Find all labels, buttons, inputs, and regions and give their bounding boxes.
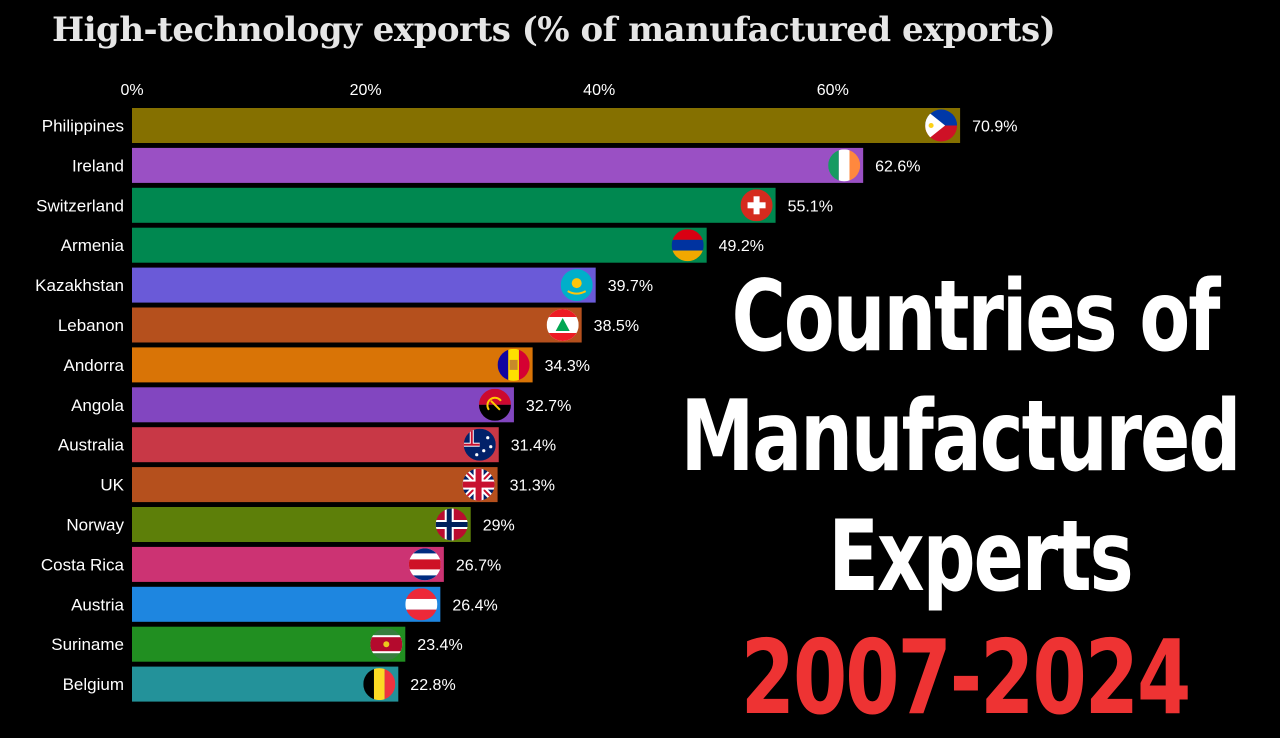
bar — [132, 467, 498, 503]
category-label: Suriname — [51, 635, 124, 654]
bar — [132, 387, 514, 423]
bar — [132, 546, 444, 582]
headline-line-3: Experts — [828, 500, 1133, 614]
armenia-flag-icon — [671, 229, 704, 262]
value-label: 26.7% — [456, 557, 501, 574]
bar — [132, 427, 499, 463]
category-label: Belgium — [63, 675, 124, 694]
category-label: Andorra — [64, 356, 125, 375]
bar — [132, 586, 441, 622]
value-label: 39.7% — [608, 278, 653, 295]
headline-year-range: 2007-2024 — [740, 619, 1192, 738]
value-label: 23.4% — [417, 637, 462, 654]
category-label: Lebanon — [58, 316, 124, 335]
category-label: Armenia — [61, 236, 125, 255]
bar — [132, 147, 864, 183]
value-label: 49.2% — [719, 238, 764, 255]
category-label: Ireland — [72, 156, 124, 175]
category-label: Norway — [66, 516, 124, 535]
value-label: 34.3% — [545, 358, 590, 375]
bar — [132, 227, 707, 263]
andorra-flag-icon — [497, 348, 530, 381]
value-label: 62.6% — [875, 158, 920, 175]
category-label: Kazakhstan — [35, 276, 124, 295]
category-label: UK — [100, 476, 124, 495]
x-tick-label: 40% — [583, 82, 615, 99]
bar — [132, 507, 471, 542]
belgium-flag-icon — [363, 668, 396, 701]
switzerland-flag-icon — [740, 189, 773, 222]
category-label: Switzerland — [36, 196, 124, 215]
value-label: 31.4% — [511, 438, 556, 455]
ireland-flag-icon — [828, 149, 861, 182]
headline-line-2: Manufactured — [680, 380, 1242, 494]
austria-flag-icon — [405, 588, 438, 621]
lebanon-flag-icon — [546, 309, 579, 341]
category-label: Austria — [71, 595, 124, 614]
value-label: 32.7% — [526, 398, 571, 415]
suriname-flag-icon — [370, 628, 403, 661]
australia-flag-icon — [463, 428, 496, 461]
bar — [132, 307, 582, 343]
headline-overlay: Countries of Manufactured Experts 2007-2… — [660, 268, 1260, 730]
bar — [132, 108, 961, 143]
value-label: 31.3% — [510, 478, 555, 495]
value-label: 29% — [483, 518, 515, 535]
costa-rica-flag-icon — [408, 548, 441, 581]
bar — [132, 267, 596, 303]
x-tick-label: 0% — [120, 82, 143, 99]
uk-flag-icon — [462, 468, 495, 501]
philippines-flag-icon — [925, 109, 958, 142]
bar — [132, 347, 533, 383]
x-tick-label: 20% — [350, 82, 382, 99]
bar — [132, 187, 776, 223]
norway-flag-icon — [435, 508, 468, 541]
category-label: Costa Rica — [41, 555, 125, 574]
bar-chart: 0% 20% 40% 60% Philippines Ireland Switzerlan… — [35, 82, 1017, 702]
bar — [132, 626, 406, 662]
value-label: 55.1% — [788, 198, 833, 215]
value-label: 70.9% — [972, 119, 1017, 136]
value-label: 26.4% — [452, 597, 497, 614]
category-label: Angola — [71, 396, 124, 415]
bar — [132, 666, 399, 702]
category-label: Philippines — [42, 117, 124, 136]
x-tick-label: 60% — [817, 82, 849, 99]
category-label: Australia — [58, 436, 125, 455]
chart-title: High-technology exports (% of manufactur… — [52, 10, 1056, 50]
angola-flag-icon — [478, 388, 511, 421]
value-label: 22.8% — [410, 677, 455, 694]
headline-line-1: Countries of — [731, 260, 1221, 374]
kazakhstan-flag-icon — [560, 269, 593, 302]
value-label: 38.5% — [594, 318, 639, 335]
